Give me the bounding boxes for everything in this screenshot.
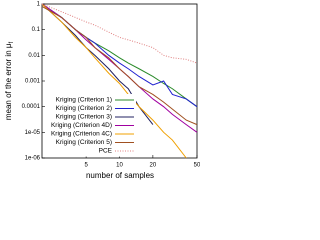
x-tick-label: 5 [84,163,88,169]
y-label-subscript: f [9,42,15,44]
legend-label: PCE [99,148,113,155]
y-tick-label: 1 [37,2,41,8]
series-line [41,3,198,64]
series-line [41,3,198,108]
y-label-text: mean of the error in μ [4,43,13,120]
legend-label: Kriging (Criterion 2) [56,105,112,112]
chart: number of samples mean of the error in μ… [4,2,200,181]
x-tick-label: 20 [150,163,157,169]
x-tick-label: 50 [194,163,200,169]
y-tick-label: 1e-05 [25,130,41,136]
y-tick-label: 1e-06 [25,156,41,162]
y-tick-label: 0.001 [25,79,41,85]
legend-label: Kriging (Criterion 1) [56,97,112,104]
legend-label: Kriging (Criterion 4C) [51,131,112,138]
series-line [41,3,198,108]
legend-label: Kriging (Criterion 4D) [51,122,112,129]
x-axis-label: number of samples [86,171,154,180]
legend-label: Kriging (Criterion 3) [56,114,112,121]
y-tick-label: 0.01 [28,53,40,59]
y-tick-label: 0.0001 [22,104,41,110]
legend-label: Kriging (Criterion 5) [56,139,112,146]
series-line [41,6,198,126]
series-line [41,3,187,159]
y-axis-label: mean of the error in μf [4,42,14,121]
y-tick-label: 0.1 [32,27,41,33]
x-tick-label: 10 [116,163,123,169]
